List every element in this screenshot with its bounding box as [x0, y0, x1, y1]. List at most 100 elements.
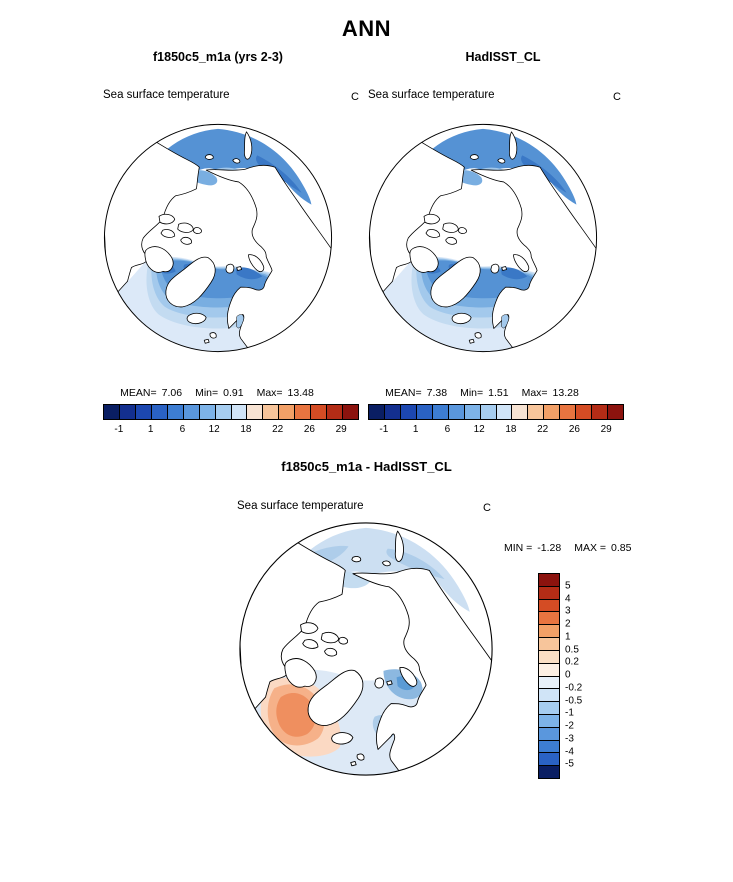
colorbar-cells	[103, 404, 359, 420]
colorbar-tick-label: 12	[473, 424, 485, 435]
colorbar-cell	[262, 405, 279, 419]
colorbar-cell	[150, 405, 167, 419]
max-value: 13.48	[287, 387, 314, 399]
model-units-label: C	[351, 91, 359, 103]
diff-min-label: MIN =	[504, 542, 533, 554]
obs-units-label: C	[613, 91, 621, 103]
colorbar-cell	[539, 675, 559, 689]
colorbar-cell	[230, 405, 247, 419]
diff-range: MIN = -1.28 MAX = 0.85	[504, 542, 631, 554]
colorbar-cell	[310, 405, 327, 419]
colorbar-cell	[214, 405, 231, 419]
model-panel-title: f1850c5_m1a (yrs 2-3)	[153, 50, 283, 64]
colorbar-tick-label: 22	[272, 424, 284, 435]
colorbar-cell	[539, 585, 559, 599]
colorbar-cell	[495, 405, 512, 419]
colorbar-tick-label: 29	[600, 424, 612, 435]
colorbar-cell	[539, 701, 559, 714]
map-boundary-circle	[368, 123, 598, 353]
map-boundary-circle	[239, 522, 493, 776]
colorbar-cell	[104, 405, 119, 419]
colorbar-cell	[543, 405, 560, 419]
colorbar-cell	[539, 574, 559, 586]
colorbar-cell	[479, 405, 496, 419]
colorbar-tick-label: -2	[565, 720, 574, 732]
colorbar-tick-label: 3	[565, 605, 571, 617]
colorbar-cell	[447, 405, 464, 419]
mean-value: 7.38	[426, 387, 448, 399]
colorbar-cell	[134, 405, 151, 419]
colorbar-tick-label: 4	[565, 593, 571, 604]
diff-map	[239, 522, 493, 776]
colorbar-cell	[591, 405, 608, 419]
colorbar-tick-label: -0.5	[565, 695, 583, 706]
colorbar-cells	[538, 573, 560, 779]
colorbar-tick-label: 1	[147, 424, 154, 435]
colorbar-cell	[383, 405, 400, 419]
max-label: Max=	[256, 387, 283, 399]
diff-min-value: -1.28	[537, 542, 562, 554]
colorbar-tick-label: 18	[505, 424, 517, 435]
colorbar-tick-label: 12	[208, 424, 220, 435]
colorbar-cell	[278, 405, 295, 419]
colorbar-tick-label: 1	[565, 631, 571, 643]
mean-label: MEAN=	[385, 387, 422, 399]
colorbar-tick-label: 26	[568, 424, 580, 435]
obs-panel-title: HadISST_CL	[465, 50, 541, 64]
mean-label: MEAN=	[120, 387, 157, 399]
colorbar-cell	[326, 405, 343, 419]
colorbar-cell	[539, 611, 559, 625]
colorbar-cell	[198, 405, 215, 419]
colorbar-cell	[539, 649, 559, 663]
min-value: 1.51	[488, 387, 509, 399]
model-field-label: Sea surface temperature	[103, 89, 230, 101]
colorbar-cell	[539, 726, 559, 740]
colorbar-cell	[415, 405, 432, 419]
obs-sst-colorbar: -1 1 6 12 18 22 26 29	[368, 404, 624, 440]
colorbar-cell	[369, 405, 384, 419]
min-label: Min=	[195, 387, 219, 399]
colorbar-tick-label: 1	[412, 424, 419, 435]
colorbar-tick-label: -1	[379, 424, 389, 435]
colorbar-cell	[118, 405, 135, 419]
colorbar-tick-label: 6	[179, 424, 186, 435]
colorbar-cell	[294, 405, 311, 419]
colorbar-tick-label: 22	[537, 424, 549, 435]
colorbar-cell	[539, 598, 559, 612]
colorbar-cell	[539, 713, 559, 727]
diff-max-label: MAX =	[574, 542, 607, 554]
colorbar-cell	[463, 405, 480, 419]
max-label: Max=	[521, 387, 548, 399]
colorbar-cell	[182, 405, 199, 419]
colorbar-tick-label: -3	[565, 733, 574, 745]
max-value: 13.28	[552, 387, 579, 399]
min-label: Min=	[460, 387, 484, 399]
colorbar-tick-label: -0.2	[565, 682, 583, 694]
season-title: ANN	[341, 16, 392, 41]
colorbar-cell	[539, 637, 559, 650]
colorbar-cell	[527, 405, 544, 419]
colorbar-cell	[511, 405, 528, 419]
colorbar-tick-label: -4	[565, 746, 574, 757]
colorbar-cell	[607, 405, 623, 419]
colorbar-cell	[342, 405, 358, 419]
colorbar-tick-label: 0.2	[565, 656, 579, 668]
obs-stats: MEAN= 7.38 Min= 1.51 Max= 13.28	[351, 387, 613, 399]
colorbar-tick-label: -5	[565, 758, 574, 770]
obs-map	[368, 123, 598, 353]
diff-field-label: Sea surface temperature	[237, 500, 364, 512]
colorbar-cell	[539, 688, 559, 702]
colorbar-tick-label: 6	[444, 424, 451, 435]
colorbar-cell	[539, 739, 559, 753]
diff-units-label: C	[483, 502, 491, 514]
colorbar-tick-label: 2	[565, 618, 571, 630]
colorbar-tick-label: 18	[240, 424, 252, 435]
colorbar-cell	[539, 662, 559, 676]
colorbar-tick-label: 5	[565, 580, 571, 592]
colorbar-tick-label: -1	[565, 707, 574, 719]
colorbar-cell	[539, 624, 559, 638]
diff-colorbar: 5 4 3 2 1 0.5 0.2 0 -0.2 -0.5 -1 -2 -3 -4 -5	[538, 573, 602, 779]
diff-panel-title: f1850c5_m1a - HadISST_CL	[281, 459, 452, 474]
colorbar-cell	[559, 405, 576, 419]
